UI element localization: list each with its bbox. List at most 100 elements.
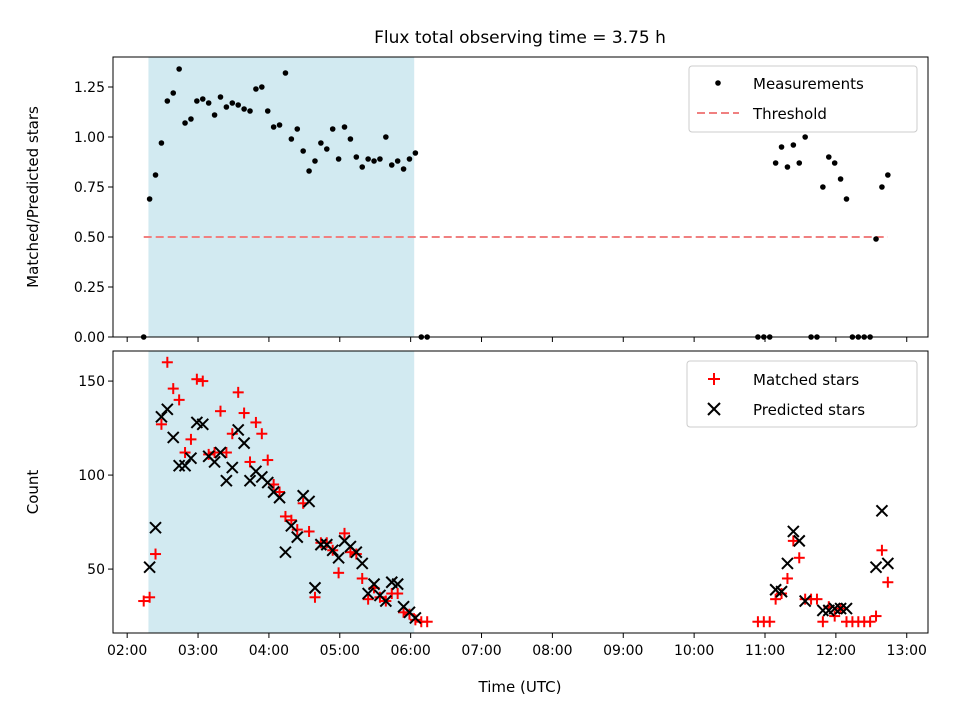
matched-star-point <box>232 386 244 398</box>
matched-star-point <box>409 614 421 626</box>
measurement-point <box>241 106 247 112</box>
matched-star-point <box>309 591 321 603</box>
measurement-point <box>235 102 242 108</box>
measurement-point <box>176 66 182 72</box>
matched-star-point <box>244 456 256 468</box>
matched-star-point <box>356 572 368 584</box>
predicted-star-point <box>285 519 298 533</box>
x-tick-label: 13:00 <box>887 643 927 659</box>
x-axis-label: Time (UTC) <box>478 678 562 696</box>
measurement-point <box>276 122 283 128</box>
x-tick-label: 08:00 <box>532 643 572 659</box>
measurement-point <box>300 148 306 154</box>
matched-star-point <box>238 407 250 419</box>
measurement-point <box>394 158 401 164</box>
y-tick-label: 1.25 <box>74 80 105 96</box>
measurement-point <box>194 98 200 104</box>
measurement-point <box>318 140 324 146</box>
matched-star-point <box>226 428 238 440</box>
matched-star-point <box>209 447 221 459</box>
predicted-star-point <box>184 451 198 465</box>
top-axes-frame <box>112 56 929 338</box>
measurement-point <box>294 126 301 132</box>
legend-predicted-marker <box>707 402 721 416</box>
measurement-point <box>205 100 212 106</box>
matched-star-point <box>179 447 191 459</box>
measurement-point <box>223 104 230 110</box>
measurement-point <box>383 134 389 140</box>
matched-star-point <box>197 375 209 387</box>
predicted-star-point <box>231 423 245 437</box>
predicted-star-point <box>869 560 883 574</box>
predicted-star-point <box>798 594 812 608</box>
predicted-star-point <box>379 594 393 608</box>
predicted-star-point <box>781 557 794 570</box>
measurement-point <box>170 90 177 96</box>
predicted-star-point <box>237 436 251 450</box>
matched-star-point <box>167 383 179 395</box>
measurement-point <box>323 146 330 152</box>
measurement-point <box>335 156 342 162</box>
matched-star-point <box>764 616 776 628</box>
measurement-point <box>259 84 265 90</box>
x-tick-label: 06:00 <box>390 643 430 659</box>
matched-star-point <box>392 588 404 600</box>
matched-star-point <box>303 525 315 537</box>
measurement-point <box>831 160 838 166</box>
matched-star-point <box>362 593 374 605</box>
measurement-point <box>247 108 253 114</box>
predicted-star-point <box>226 461 239 474</box>
measurement-point <box>182 120 188 126</box>
measurement-point <box>282 70 289 76</box>
matched-star-point <box>262 454 274 466</box>
y-tick-label: 150 <box>78 374 105 390</box>
measurement-point <box>199 96 206 102</box>
measurement-point <box>377 156 383 162</box>
predicted-star-point <box>308 581 322 595</box>
predicted-star-point <box>167 431 180 444</box>
predicted-star-point <box>775 585 788 598</box>
measurement-points <box>140 66 891 340</box>
x-tick-label: 04:00 <box>249 643 289 659</box>
predicted-star-point <box>367 577 381 591</box>
matched-star-point <box>250 416 262 428</box>
measurement-point <box>288 136 295 142</box>
matched-star-point <box>339 527 351 539</box>
matched-star-point <box>256 428 268 440</box>
measurement-point <box>341 124 348 130</box>
matched-star-point <box>776 588 788 600</box>
bottom-legend: Matched stars Predicted stars <box>686 360 918 428</box>
legend-predicted-label: Predicted stars <box>753 401 865 419</box>
predicted-star-point <box>409 611 422 625</box>
measurement-point <box>843 196 850 202</box>
measurement-point <box>388 162 395 168</box>
matched-star-point <box>138 595 150 607</box>
measurement-point <box>778 144 785 150</box>
predicted-star-point <box>279 545 292 559</box>
predicted-star-point <box>881 557 895 570</box>
y-tick-label: 0.75 <box>74 180 105 196</box>
matched-star-point <box>285 514 297 526</box>
matched-star-point <box>350 548 362 560</box>
observing-window-shade <box>148 57 415 337</box>
legend-matched-marker <box>708 373 720 385</box>
x-tick-label: 05:00 <box>320 643 360 659</box>
matched-star-point <box>214 405 226 417</box>
measurement-point <box>329 126 336 132</box>
top-axis-ticks: 0.00 0.25 0.50 0.75 1.00 1.25 <box>74 80 908 346</box>
measurement-point <box>306 168 312 174</box>
measurement-point <box>353 154 360 160</box>
y-tick-label: 100 <box>78 468 105 484</box>
matched-star-point <box>191 373 203 385</box>
legend-measurements-marker <box>715 80 721 86</box>
x-tick-label: 11:00 <box>745 643 785 659</box>
x-tick-label: 09:00 <box>603 643 643 659</box>
bottom-y-axis-label: Count <box>24 470 42 515</box>
matched-star-point <box>403 608 415 620</box>
matched-star-point <box>279 510 291 522</box>
measurement-point <box>885 172 891 178</box>
y-tick-label: 1.00 <box>74 130 105 146</box>
predicted-star-point <box>834 602 847 615</box>
figure-title: Flux total observing time = 3.75 h <box>374 28 666 48</box>
